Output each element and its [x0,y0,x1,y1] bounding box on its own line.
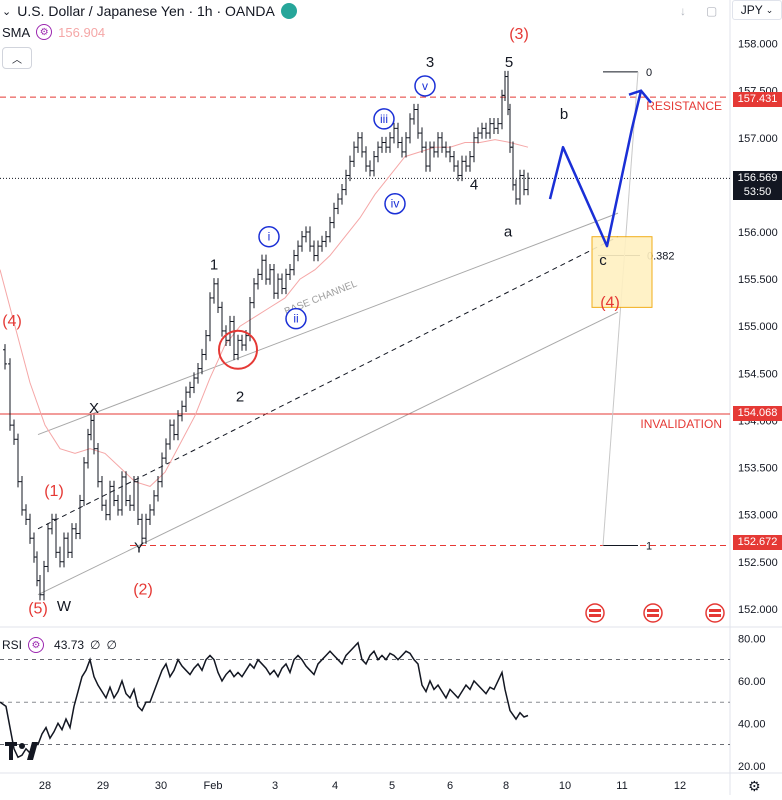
arrow-down-icon[interactable]: ↓ [680,4,686,18]
x-tick-label: 12 [674,780,686,792]
x-tick-label: 5 [389,780,395,792]
sma-line [0,140,528,487]
chevron-up-icon: ︿ [12,51,22,66]
rsi-tick-label: 60.00 [738,676,766,688]
resistance-label: RESISTANCE [646,99,722,113]
gear-icon[interactable]: ⚙ [748,778,761,795]
wave-label: b [560,106,568,123]
y-tick-label: 152.000 [738,604,778,616]
invalidation-price-badge: 154.068 [733,406,782,421]
us-flag-event-icon-stripe [709,609,721,612]
wave-label: 4 [470,177,478,194]
symbol-title[interactable]: U.S. Dollar / Japanese Yen · 1h · OANDA [17,3,275,19]
x-tick-label: 30 [155,780,167,792]
wave-circled-label: ii [293,312,298,326]
x-tick-label: Feb [204,780,223,792]
layout-icon[interactable]: ▢ [706,4,717,18]
rsi-label[interactable]: RSI [2,638,22,652]
currency-selector[interactable]: JPY ⌄ [732,0,782,20]
fib-0-label: 0 [646,67,652,79]
sma-label[interactable]: SMA [2,25,30,40]
wave-label: 5 [505,54,513,71]
wave-label: (2) [133,582,153,599]
rsi-value: 43.73 [54,638,84,652]
sma-value: 156.904 [58,25,105,40]
chevron-down-icon: ⌄ [766,5,774,16]
y-tick-label: 155.000 [738,321,778,333]
rsi-extra-1: ∅ [90,638,100,652]
us-flag-event-icon [706,604,724,622]
settings-icon[interactable]: ⚙ [28,637,44,653]
channel-upper-line [38,213,618,434]
y-tick-label: 153.500 [738,463,778,475]
wave-circled-label: v [422,79,428,93]
wave-label: Y [134,539,144,556]
currency-label: JPY [741,3,763,17]
wave-label: X [89,400,99,417]
y-tick-label: 154.500 [738,368,778,380]
x-tick-label: 10 [559,780,571,792]
rsi-tick-label: 40.00 [738,718,766,730]
x-tick-label: 11 [616,780,627,792]
y-tick-label: 153.000 [738,510,778,522]
collapse-legend-button[interactable]: ︿ [2,47,32,69]
wave-label: (5) [28,601,48,618]
us-flag-event-icon-stripe [589,614,601,617]
tradingview-logo-icon[interactable] [5,738,39,760]
fib-1-label: 1 [646,541,652,553]
y-tick-label: 155.500 [738,274,778,286]
settings-icon[interactable]: ⚙ [36,24,52,40]
wave-label: (3) [509,26,529,43]
wave-label: (1) [44,483,64,500]
current-price-badge: 156.569 [733,171,782,186]
x-tick-label: 8 [503,780,509,792]
bottom-price-badge: 152.672 [733,535,782,550]
chevron-down-icon[interactable]: ⌄ [2,5,11,18]
wave-label: 3 [426,54,434,71]
countdown-badge: 53:50 [733,185,782,200]
rsi-legend: RSI ⚙ 43.73 ∅ ∅ [2,637,117,653]
y-tick-label: 152.500 [738,557,778,569]
y-tick-label: 157.000 [738,133,778,145]
wave-label: W [57,598,72,615]
wave-label: 2 [236,389,244,406]
x-tick-label: 3 [272,780,278,792]
wave-circled-label: i [268,230,271,244]
wave-label: a [504,224,513,241]
channel-middle-line [38,237,618,529]
resistance-price-badge: 157.431 [733,92,782,107]
wave-circled-label: iii [380,112,388,126]
us-flag-event-icon [644,604,662,622]
x-tick-label: 29 [97,780,109,792]
us-flag-event-icon-stripe [709,614,721,617]
wave-label: 1 [210,257,218,274]
rsi-tick-label: 80.00 [738,633,766,645]
wave-circled-label: iv [391,197,400,211]
us-flag-event-icon-stripe [647,609,659,612]
y-tick-label: 156.000 [738,227,778,239]
rsi-tick-label: 20.00 [738,761,766,773]
wave-label: (4) [600,294,620,311]
channel-lower-line [38,312,618,595]
x-tick-label: 6 [447,780,453,792]
us-flag-event-icon-stripe [589,609,601,612]
wave-label: c [599,252,607,269]
y-tick-label: 158.000 [738,39,778,51]
us-flag-event-icon [586,604,604,622]
chart-header: ⌄ U.S. Dollar / Japanese Yen · 1h · OAND… [0,0,297,22]
sma-legend: SMA ⚙ 156.904 [2,24,105,40]
rsi-extra-2: ∅ [107,638,117,652]
invalidation-label: INVALIDATION [640,417,722,431]
us-flag-event-icon-stripe [647,614,659,617]
market-status-icon [281,3,297,19]
x-tick-label: 28 [39,780,51,792]
wave-label: (4) [2,313,22,330]
x-tick-label: 4 [332,780,338,792]
